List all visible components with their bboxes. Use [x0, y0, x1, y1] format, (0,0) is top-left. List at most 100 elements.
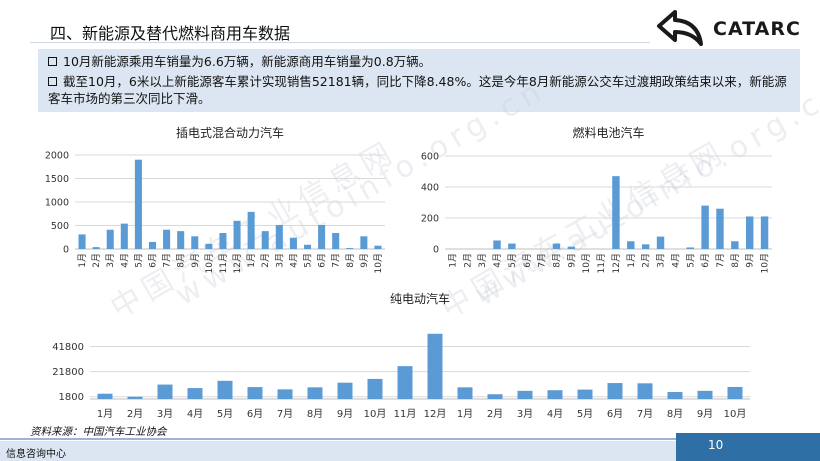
- summary-bullet-2: 截至10月，6米以上新能源客车累计实现销售52181辆，同比下降8.48%。这是…: [48, 73, 793, 107]
- y-tick-label: 1000: [45, 198, 69, 209]
- x-tick-label: 3月: [656, 253, 667, 268]
- bar: [374, 245, 382, 249]
- bar: [552, 243, 561, 249]
- title-divider: [30, 42, 650, 43]
- bar: [187, 388, 203, 399]
- page-number-box: [676, 433, 820, 461]
- bar: [157, 384, 173, 399]
- bar: [367, 378, 383, 399]
- bar: [612, 176, 620, 249]
- bar: [78, 234, 86, 249]
- bar: [163, 229, 171, 249]
- bar: [493, 240, 501, 249]
- bar: [727, 386, 743, 399]
- x-tick-label: 4月: [547, 408, 563, 420]
- x-tick-label: 4月: [670, 253, 681, 268]
- bar: [397, 366, 413, 399]
- x-tick-label: 2月: [91, 253, 102, 268]
- bar: [261, 231, 269, 249]
- bar: [656, 236, 665, 249]
- y-tick-label: 200: [421, 214, 439, 225]
- x-tick-label: 1月: [246, 253, 257, 268]
- x-tick-label: 7月: [331, 253, 342, 268]
- bar: [275, 225, 283, 249]
- bar: [697, 390, 713, 399]
- bar: [120, 223, 128, 249]
- x-tick-label: 8月: [730, 253, 741, 268]
- bar: [427, 333, 443, 399]
- bar: [247, 211, 255, 249]
- x-tick-label: 7月: [277, 408, 293, 420]
- x-tick-label: 10月: [724, 408, 747, 420]
- bar: [205, 243, 213, 249]
- bar: [701, 205, 709, 249]
- bar: [517, 390, 533, 399]
- x-tick-label: 3月: [274, 253, 285, 268]
- x-tick-label: 11月: [394, 408, 417, 420]
- bar: [457, 387, 473, 399]
- x-tick-label: 12月: [232, 253, 243, 273]
- x-tick-label: 2月: [127, 408, 143, 420]
- x-tick-label: 4月: [492, 253, 503, 268]
- x-tick-label: 10月: [204, 253, 215, 273]
- footer-divider: [0, 438, 820, 440]
- x-tick-label: 5月: [577, 408, 593, 420]
- x-tick-label: 5月: [507, 253, 518, 268]
- x-tick-label: 10月: [581, 253, 592, 273]
- footer-band: [0, 441, 820, 461]
- bar: [716, 208, 724, 249]
- bar: [247, 387, 263, 399]
- chart-title: 燃料电池汽车: [572, 125, 644, 140]
- bar: [97, 393, 113, 399]
- x-tick-label: 9月: [190, 253, 201, 268]
- bar: [307, 387, 323, 399]
- checkbox-bullet-icon: [48, 77, 57, 86]
- summary-bullet-1: 10月新能源乘用车销量为6.6万辆，新能源商用车销量为0.8万辆。: [48, 53, 431, 70]
- catarc-logo: CATARC: [655, 8, 810, 48]
- bar: [641, 244, 650, 249]
- summary-box: 10月新能源乘用车销量为6.6万辆，新能源商用车销量为0.8万辆。 截至10月，…: [38, 49, 800, 112]
- x-tick-label: 3月: [517, 408, 533, 420]
- x-tick-label: 10月: [760, 253, 771, 273]
- x-tick-label: 2月: [260, 253, 271, 268]
- x-tick-label: 9月: [337, 408, 353, 420]
- x-tick-label: 6月: [247, 408, 263, 420]
- x-tick-label: 8月: [176, 253, 187, 268]
- bar: [637, 383, 653, 399]
- y-tick-label: 2000: [45, 151, 69, 162]
- x-tick-label: 1月: [626, 253, 637, 268]
- bar: [567, 246, 576, 249]
- x-tick-label: 8月: [667, 408, 683, 420]
- y-tick-label: 400: [421, 183, 439, 194]
- x-tick-label: 5月: [217, 408, 233, 420]
- x-tick-label: 7月: [715, 253, 726, 268]
- x-tick-label: 5月: [303, 253, 314, 268]
- bar: [760, 216, 769, 249]
- bar: [346, 248, 354, 249]
- page-number: 10: [708, 438, 724, 452]
- bar: [277, 389, 293, 399]
- bar: [148, 241, 157, 249]
- footer-org-name: 信息咨询中心: [6, 449, 66, 460]
- bar: [219, 233, 227, 249]
- x-tick-label: 7月: [637, 408, 653, 420]
- checkbox-bullet-icon: [48, 57, 57, 66]
- chart-title: 纯电动汽车: [390, 291, 450, 306]
- bar: [667, 391, 683, 399]
- header: 四、新能源及替代燃料商用车数据 CATARC: [0, 0, 820, 60]
- bar: [487, 394, 503, 399]
- x-tick-label: 4月: [288, 253, 299, 268]
- bar: [217, 380, 233, 399]
- x-tick-label: 1月: [97, 408, 113, 420]
- bar: [607, 383, 623, 399]
- x-tick-label: 9月: [566, 253, 577, 268]
- chart-title: 插电式混合动力汽车: [176, 125, 284, 140]
- x-tick-label: 6月: [317, 253, 328, 268]
- bar: [332, 233, 340, 249]
- x-tick-label: 12月: [424, 408, 447, 420]
- y-tick-label: 1800: [59, 392, 84, 403]
- x-tick-label: 10月: [373, 253, 384, 273]
- bar: [289, 237, 297, 249]
- bar: [686, 247, 694, 249]
- x-tick-label: 9月: [745, 253, 756, 268]
